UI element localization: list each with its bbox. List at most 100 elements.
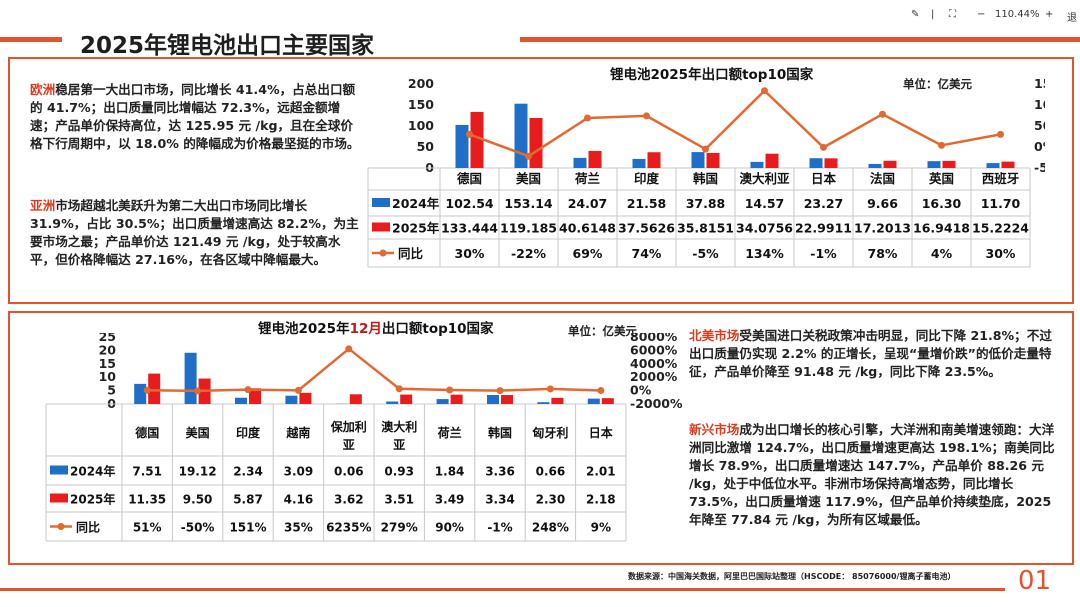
y-tick-label: 25 (99, 333, 116, 344)
yoy-point (761, 87, 768, 95)
cell-2024: 16.30 (922, 196, 962, 211)
bar-2025 (883, 160, 897, 168)
category-label: 西班牙 (982, 171, 1020, 186)
y-tick-label: 100 (408, 118, 434, 133)
bar-2025 (400, 394, 413, 404)
cell-2025: 2.30 (536, 493, 566, 507)
legend-yoy-marker (57, 523, 65, 530)
cell-2024: 23.27 (804, 196, 844, 211)
yoy-point (997, 130, 1004, 138)
yoy-point (702, 145, 709, 153)
legend-2024-swatch (50, 465, 68, 475)
category-label: 德国 (457, 171, 482, 186)
zoom-out-button[interactable]: − (977, 9, 986, 20)
bar-2024 (632, 158, 646, 168)
bar-2024 (573, 157, 587, 168)
y2-tick-label: 0% (630, 383, 652, 398)
legend-2025-label: 2025年 (70, 492, 115, 507)
cell-2025: 15.2224 (972, 221, 1029, 236)
cell-2025: 40.6148 (559, 221, 616, 236)
category-label: 保加利亚 (330, 419, 367, 452)
category-label: 英国 (929, 171, 954, 186)
north-america-body: 受美国进口关税政策冲击明显，同比下降 21.8%；不过出口质量仍实现 2.2% … (689, 328, 1052, 379)
emerging-body: 成为出口增长的核心引擎，大洋洲和南美增速领跑：大洋洲同比激增 124.7%，出口… (689, 422, 1055, 527)
category-label: 匈牙利 (531, 425, 568, 440)
cell-yoy: 4% (931, 246, 953, 261)
yoy-point (525, 152, 532, 160)
cell-yoy: 90% (435, 521, 464, 535)
cell-yoy: 6235% (326, 521, 371, 535)
cell-2024: 2.01 (586, 465, 616, 479)
title-bar: 2025年锂电池出口主要国家 (0, 26, 1080, 59)
bar-2025 (501, 395, 513, 404)
legend-2025-label: 2025年 (392, 221, 440, 236)
pin-icon[interactable]: ✎ (911, 9, 920, 20)
exit-button[interactable]: 退 (1067, 13, 1077, 24)
yoy-point (597, 387, 605, 395)
category-label: 澳大利亚 (739, 171, 790, 186)
bar-2025 (551, 397, 564, 404)
footer-divider (0, 588, 1005, 591)
bar-2025 (942, 160, 956, 168)
y2-tick-label: 8000% (630, 333, 678, 344)
bar-2025 (1001, 161, 1015, 168)
cell-yoy: 134% (745, 246, 784, 261)
cell-2024: 11.70 (981, 196, 1021, 211)
chart2-title-part1: 锂电池2025年 (258, 321, 350, 337)
bar-2025 (588, 150, 602, 168)
yoy-point (294, 386, 302, 394)
data-source: 数据来源：中国海关数据，阿里巴巴国际站整理（HSCODE： 85076000/锂… (628, 572, 956, 581)
chart2-title-part2: 出口额top10国家 (381, 321, 494, 337)
fit-page-icon[interactable]: ⛶ (949, 9, 956, 20)
bar-2025 (706, 152, 720, 168)
chart1: 200150100500150%100%50%0%-50%德国美国荷兰印度韩国澳… (367, 76, 1045, 268)
cell-yoy: 69% (573, 246, 603, 261)
bar-2025 (450, 394, 463, 404)
yoy-point (466, 130, 473, 138)
bar-2024 (285, 395, 298, 404)
bar-2024 (386, 401, 399, 404)
category-label: 印度 (634, 171, 660, 186)
cell-2025: 35.8151 (677, 221, 734, 236)
legend-yoy-label: 同比 (398, 246, 424, 261)
cell-yoy: 35% (284, 521, 313, 535)
y2-tick-label: 100% (1034, 97, 1045, 112)
cell-2025: 5.87 (233, 493, 263, 507)
bar-2024 (514, 103, 528, 168)
cell-yoy: 248% (532, 521, 569, 535)
yoy-line (147, 347, 601, 393)
page-indicator: | (931, 9, 935, 20)
cell-2024: 3.09 (284, 465, 314, 479)
asia-paragraph: 亚洲市场超越北美跃升为第二大出口市场同比增长 31.9%，占比 30.5%；出口… (30, 197, 360, 269)
north-america-heading: 北美市场 (689, 328, 740, 343)
y-tick-label: 200 (408, 76, 434, 91)
legend-2025-swatch (372, 222, 390, 232)
legend-2024-swatch (372, 198, 390, 207)
cell-yoy: 51% (133, 521, 162, 535)
cell-2025: 11.35 (128, 493, 166, 507)
cell-2024: 1.84 (435, 465, 465, 479)
bar-2024 (868, 163, 882, 168)
zoom-in-button[interactable]: + (1045, 9, 1054, 20)
cell-2025: 9.50 (183, 493, 213, 507)
cell-yoy: 30% (986, 246, 1016, 261)
y-tick-label: 15 (99, 356, 116, 371)
yoy-point (446, 386, 454, 394)
category-label: 德国 (135, 425, 159, 440)
north-america-paragraph: 北美市场受美国进口关税政策冲击明显，同比下降 21.8%；不过出口质量仍实现 2… (689, 327, 1061, 381)
bar-2025 (470, 111, 484, 168)
bar-2025 (249, 388, 261, 404)
cell-yoy: -50% (181, 521, 215, 535)
bar-2024 (587, 398, 600, 404)
viewer-toolbar: ✎ | ⛶ − 110.44% + 退 (905, 0, 1080, 30)
category-label: 荷兰 (574, 171, 601, 186)
y-tick-label: 50 (417, 139, 435, 154)
cell-2024: 21.58 (627, 196, 667, 211)
cell-2025: 3.34 (485, 493, 515, 507)
legend-2024-label: 2024年 (70, 464, 115, 479)
bar-2024 (184, 352, 197, 404)
europe-body: 稳居第一大出口市场，同比增长 41.4%，占总出口额的 41.7%；出口质量同比… (30, 82, 360, 151)
bar-2025 (148, 373, 161, 404)
cell-yoy: 30% (455, 246, 485, 261)
cell-2024: 153.14 (504, 196, 553, 211)
